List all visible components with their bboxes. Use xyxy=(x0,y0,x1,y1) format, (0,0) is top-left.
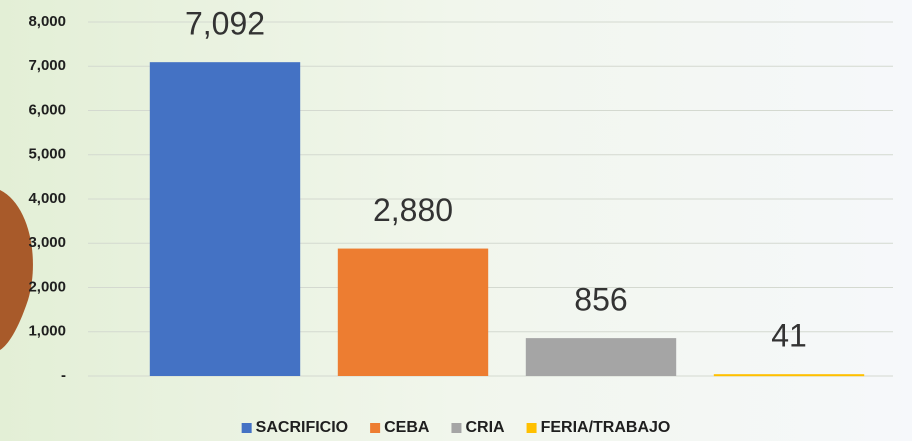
legend-swatch xyxy=(242,423,252,433)
bar xyxy=(338,249,488,376)
y-tick-label: 7,000 xyxy=(28,57,66,74)
bar xyxy=(714,374,864,376)
y-tick-label: 3,000 xyxy=(28,234,66,251)
legend-label: SACRIFICIO xyxy=(256,419,348,436)
y-tick-label: 8,000 xyxy=(28,13,66,30)
legend-label: CEBA xyxy=(384,419,430,436)
value-label: 7,092 xyxy=(185,6,265,42)
legend-label: CRIA xyxy=(465,419,505,436)
y-tick-label: 2,000 xyxy=(28,278,66,295)
y-tick-label: - xyxy=(61,367,66,384)
value-label: 41 xyxy=(771,318,807,354)
legend-swatch xyxy=(527,423,537,433)
y-tick-label: 6,000 xyxy=(28,101,66,118)
legend-swatch xyxy=(451,423,461,433)
bar xyxy=(526,338,676,376)
y-tick-label: 5,000 xyxy=(28,146,66,163)
y-tick-label: 1,000 xyxy=(28,323,66,340)
legend-label: FERIA/TRABAJO xyxy=(541,419,671,436)
bar xyxy=(150,62,300,376)
legend-swatch xyxy=(370,423,380,433)
y-tick-label: 4,000 xyxy=(28,190,66,207)
value-label: 856 xyxy=(574,282,627,318)
value-label: 2,880 xyxy=(373,192,453,228)
chart: - 1,000 2,000 3,000 4,000 5,000 6,000 7,000 8,00… xyxy=(0,0,912,441)
